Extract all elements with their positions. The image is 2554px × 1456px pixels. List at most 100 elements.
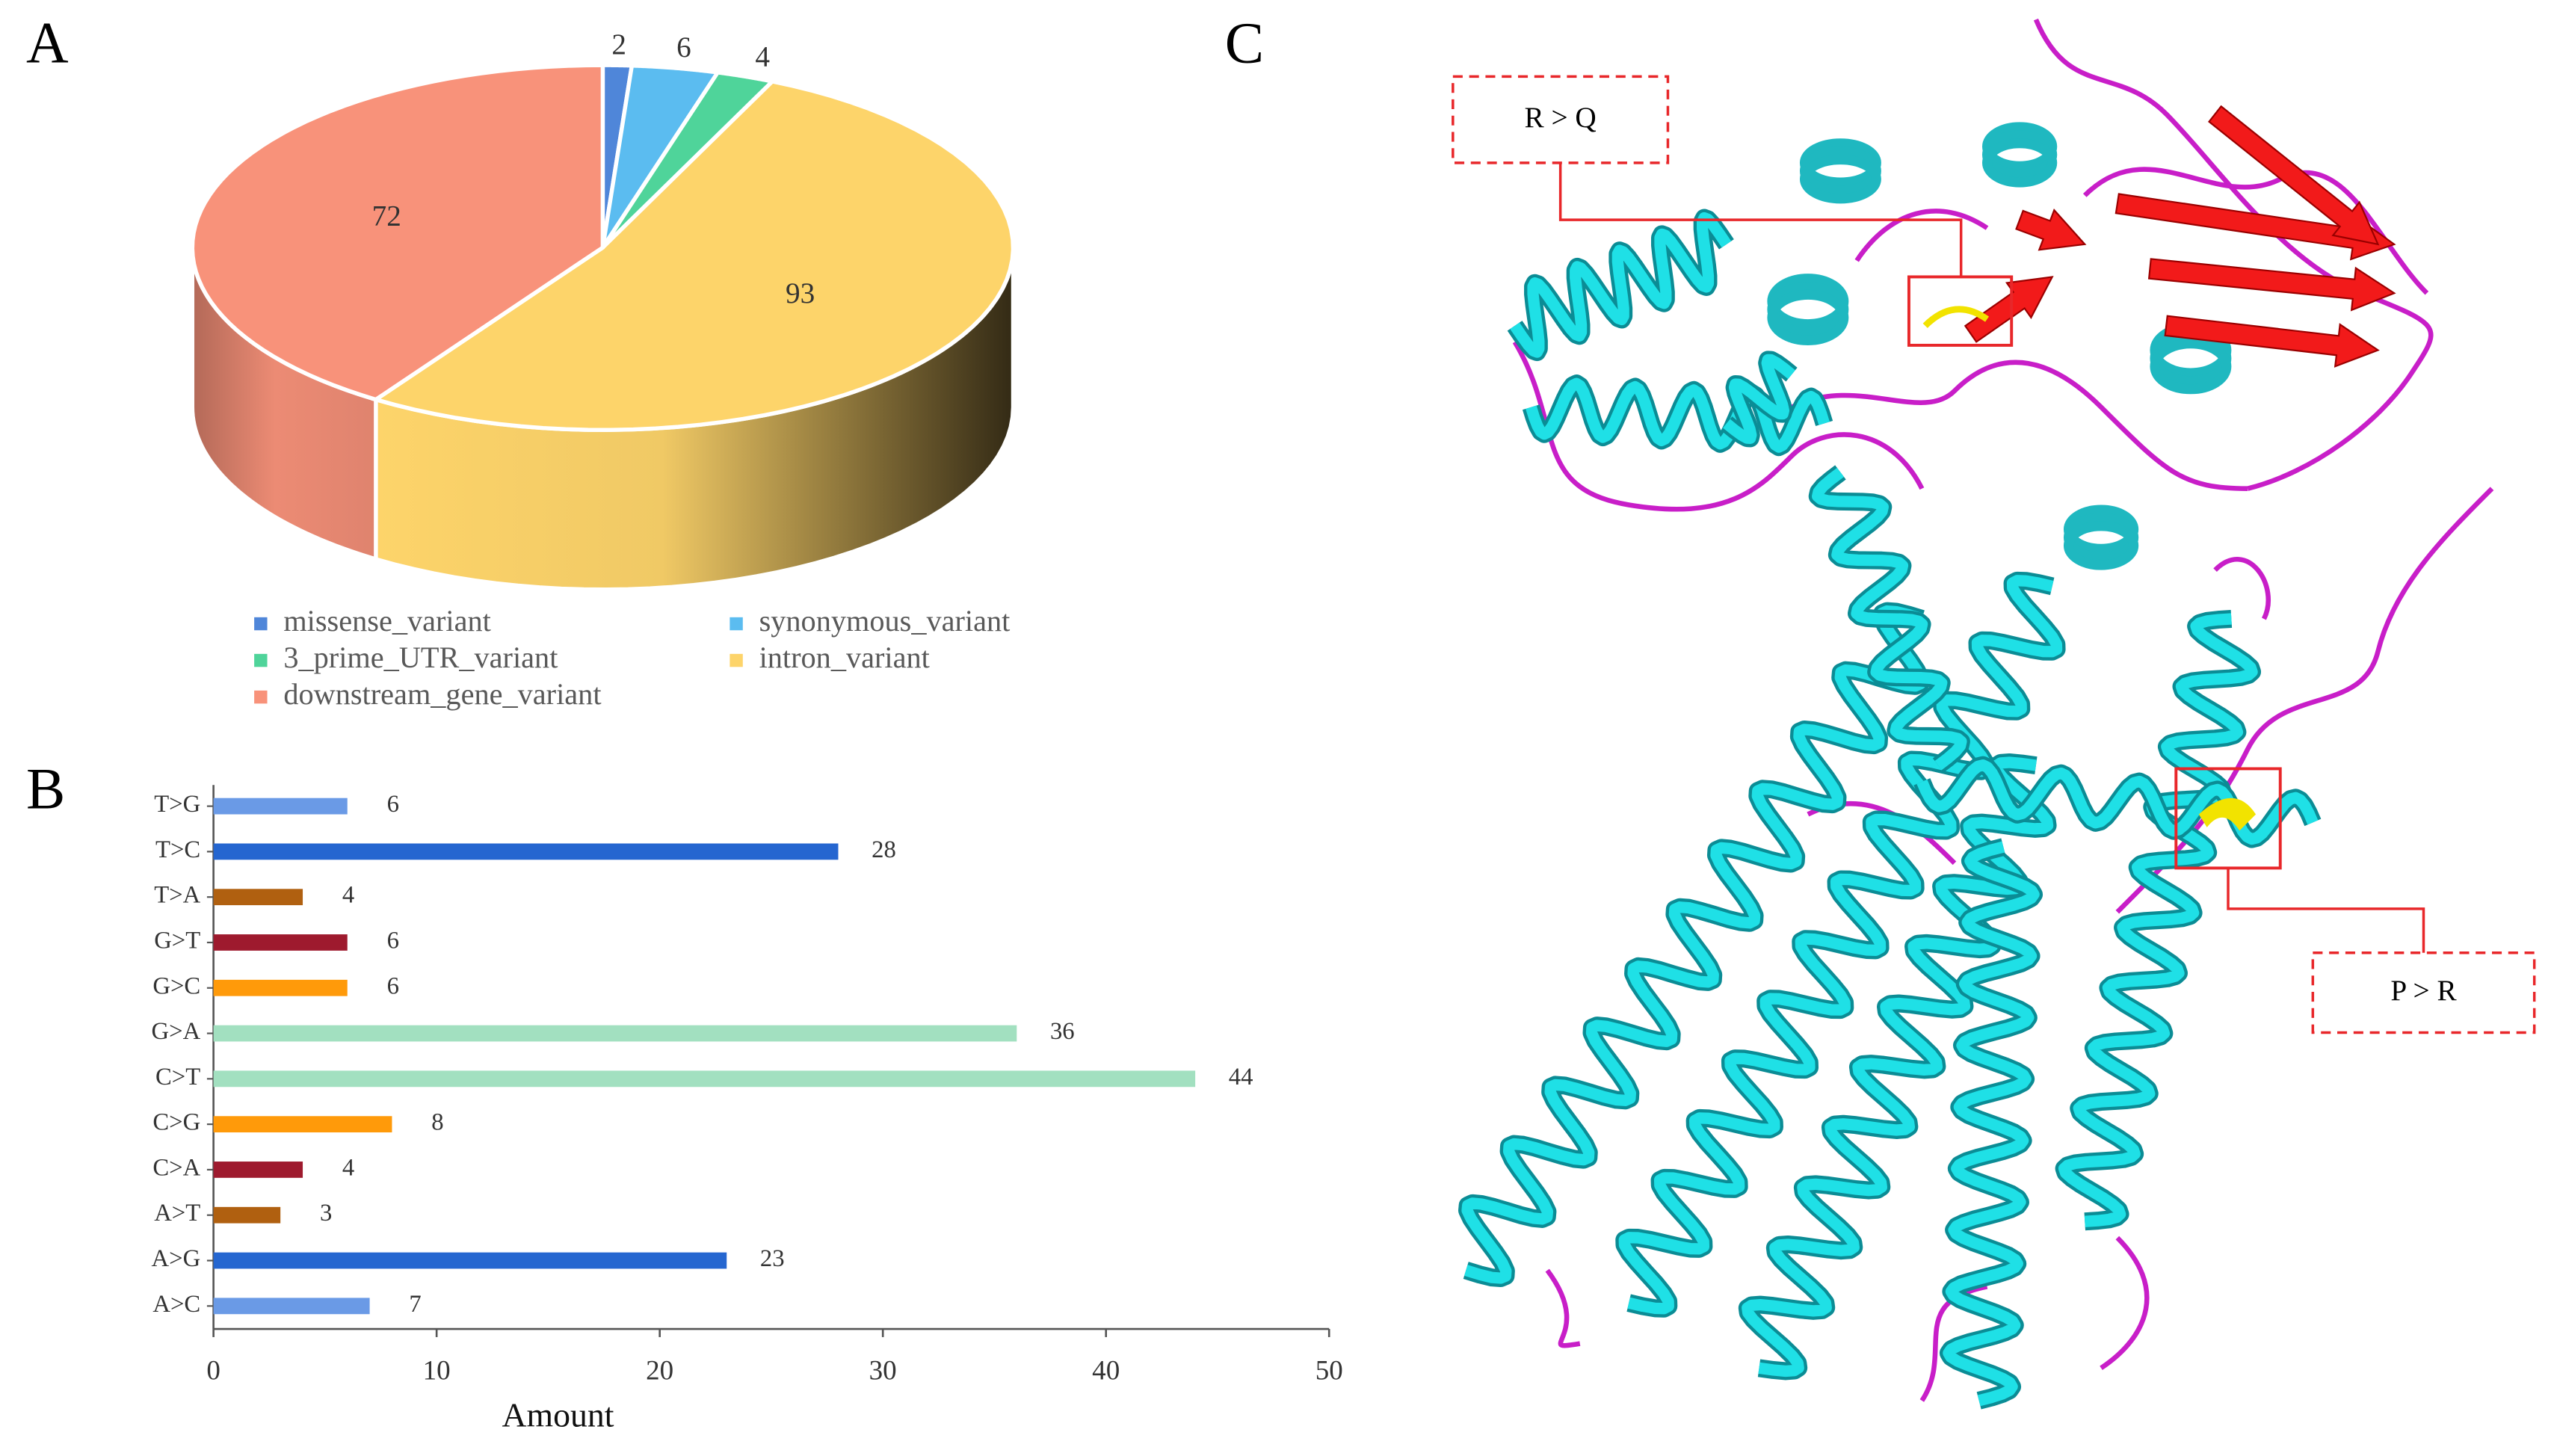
x-tick-label: 10 [423, 1355, 451, 1386]
data-label: 3 [320, 1200, 332, 1227]
helix [1812, 467, 1967, 771]
strand [2164, 315, 2380, 368]
data-label: 4 [342, 1154, 354, 1181]
data-label: 4 [342, 882, 354, 909]
legend-swatch [254, 617, 268, 631]
legend-swatch [254, 690, 268, 704]
pie-slice [190, 63, 605, 402]
panel-label: B [26, 756, 65, 821]
y-tick-label: A>T [154, 1200, 200, 1227]
coil [1790, 360, 2248, 491]
legend-swatch [730, 617, 743, 631]
strand [1964, 276, 2054, 343]
helix [1723, 354, 1795, 444]
coil [2100, 1236, 2150, 1371]
y-tick-label: C>G [152, 1109, 200, 1136]
bar [213, 979, 348, 996]
annotation-box [2311, 951, 2536, 1034]
x-tick-label: 0 [206, 1355, 220, 1386]
strand [2015, 209, 2087, 251]
data-label: 72 [372, 200, 401, 232]
bar [213, 798, 348, 815]
helix [1526, 377, 1830, 453]
legend-label: downstream_gene_variant [283, 677, 601, 711]
y-tick-label: T>C [155, 836, 200, 863]
bar [213, 1298, 370, 1315]
strand [2147, 258, 2396, 312]
legend-label: missense_variant [283, 604, 491, 638]
y-tick-label: T>G [154, 791, 200, 818]
data-label: 6 [387, 791, 399, 818]
helix [1916, 759, 2319, 845]
x-tick-label: 20 [646, 1355, 673, 1386]
protein-structure [1458, 18, 2494, 1410]
data-label: 7 [409, 1291, 421, 1318]
annotation-label: R > Q [1525, 102, 1597, 134]
panel-label: C [1225, 10, 1264, 75]
mutation-site [1922, 306, 1990, 328]
helix [1618, 575, 2063, 1315]
coil [1545, 1268, 1581, 1348]
y-tick-label: G>C [152, 972, 200, 999]
helix [2058, 613, 2258, 1227]
y-tick-label: G>A [152, 1018, 201, 1045]
legend-swatch [730, 653, 743, 667]
connector [2227, 868, 2425, 953]
data-label: 6 [387, 927, 399, 954]
helix-turn [2063, 521, 2139, 570]
helix-turn [1981, 138, 2058, 188]
bar [213, 1162, 303, 1178]
legend-label: 3_prime_UTR_variant [283, 641, 558, 674]
coil [2033, 18, 2434, 491]
bar [213, 889, 303, 906]
data-label: 23 [760, 1245, 785, 1272]
x-axis-label: Amount [502, 1395, 614, 1434]
panel-label: A [26, 10, 69, 75]
y-tick-label: A>G [152, 1245, 201, 1272]
y-tick-label: A>C [152, 1291, 200, 1318]
data-label: 93 [786, 277, 815, 309]
y-tick-label: C>T [155, 1064, 200, 1091]
data-label: 8 [431, 1109, 443, 1136]
connector [1558, 162, 1963, 277]
data-label: 2 [611, 28, 626, 61]
coil [2213, 557, 2271, 620]
legend-label: intron_variant [759, 641, 930, 674]
y-tick-label: G>T [154, 927, 200, 954]
data-label: 36 [1050, 1018, 1075, 1045]
coil [1854, 209, 1989, 262]
legend-label: synonymous_variant [759, 604, 1011, 638]
helix-turn [1799, 155, 1881, 204]
bar [213, 934, 348, 951]
y-tick-label: T>A [154, 882, 200, 909]
data-label: 6 [387, 972, 399, 999]
helix-turn [1767, 289, 1849, 345]
bar [213, 1070, 1196, 1088]
y-tick-label: C>A [152, 1154, 200, 1181]
bar [213, 843, 839, 860]
bar [213, 1252, 727, 1269]
x-tick-label: 50 [1315, 1355, 1343, 1386]
data-label: 4 [755, 40, 770, 73]
annotation-label: P > R [2390, 975, 2457, 1007]
strand [2208, 105, 2380, 246]
bar [213, 1206, 281, 1224]
data-label: 28 [872, 836, 896, 863]
helix [1943, 841, 2040, 1407]
site-box [1907, 275, 2014, 347]
helix [1510, 212, 1732, 358]
data-label: 6 [676, 31, 691, 64]
site-box [2174, 767, 2282, 870]
x-tick-label: 40 [1092, 1355, 1120, 1386]
helix [1461, 605, 1927, 1284]
annotation: R > Q P > R [1452, 75, 2536, 1034]
coil [2115, 487, 2494, 914]
bar [213, 1025, 1017, 1042]
data-label: 44 [1229, 1064, 1253, 1091]
helix-turn [2150, 339, 2232, 395]
legend-swatch [254, 653, 268, 667]
x-tick-label: 30 [869, 1355, 897, 1386]
pie-slice [371, 78, 1016, 432]
